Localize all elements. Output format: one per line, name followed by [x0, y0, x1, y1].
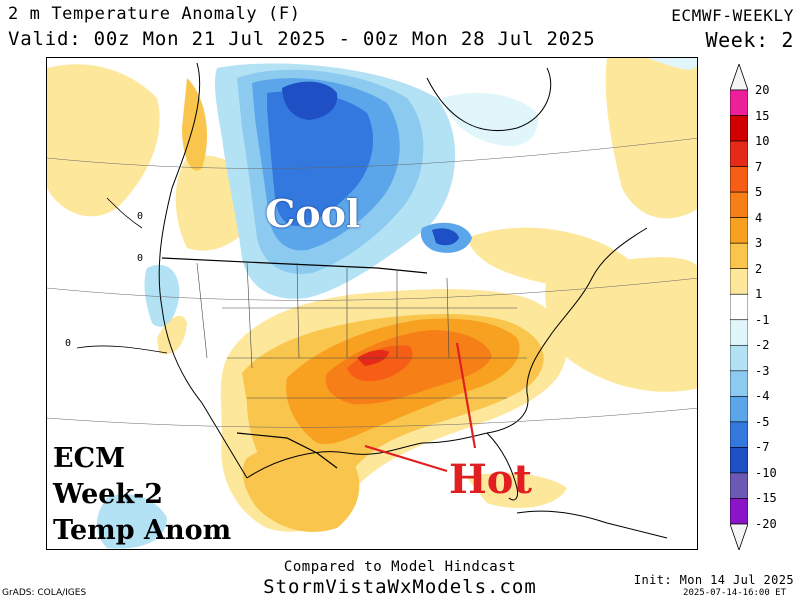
- cool-annotation: Cool: [265, 191, 361, 236]
- colorbar-segment: [730, 319, 748, 346]
- colorbar-label: -2: [755, 338, 770, 353]
- zero-contours: [76, 197, 168, 354]
- contour-label: 0: [137, 211, 144, 222]
- colorbar-segment: [730, 447, 748, 474]
- colorbar-segment: [730, 217, 748, 244]
- hot-arrows: [364, 342, 477, 473]
- colorbar-label: 4: [755, 210, 763, 225]
- colorbar-segment: [730, 268, 748, 295]
- map-title: 2 m Temperature Anomaly (F): [8, 4, 301, 24]
- colorbar-label: 1: [755, 287, 763, 302]
- colorbar-label: -5: [755, 414, 770, 429]
- anomaly-map: 0 0 0 Cool Hot ECM Week-2 Temp Anom: [46, 57, 698, 550]
- colorbar-label: 10: [755, 134, 770, 149]
- colorbar-label: -7: [755, 440, 770, 455]
- timestamp: 2025-07-14-16:00 ET: [683, 588, 786, 598]
- temp-anom-label: Temp Anom: [53, 515, 232, 546]
- colorbar: [730, 64, 748, 550]
- colorbar-segment: [730, 242, 748, 270]
- grads-credit: GrADS: COLA/IGES: [2, 588, 87, 598]
- cool-anomaly-areas: [96, 58, 697, 549]
- map-canvas: [47, 58, 697, 549]
- colorbar-segment: [730, 293, 748, 321]
- init-time: Init: Mon 14 Jul 2025: [633, 573, 794, 587]
- contour-label: 0: [137, 253, 144, 264]
- colorbar-label: 7: [755, 159, 763, 174]
- colorbar-segment: [730, 115, 748, 142]
- contour-label: 0: [65, 338, 72, 349]
- colorbar-bottom-cap: [730, 523, 748, 550]
- colorbar-label: 20: [755, 83, 770, 97]
- colorbar-segment: [730, 498, 748, 525]
- colorbar-segment: [730, 370, 748, 397]
- colorbar-label: -15: [755, 491, 777, 506]
- model-name: ECMWF-WEEKLY: [671, 6, 794, 25]
- colorbar-label: -1: [755, 312, 770, 327]
- hot-annotation: Hot: [449, 456, 532, 503]
- colorbar-label: 2: [755, 261, 763, 276]
- map-boundaries: [47, 62, 697, 539]
- colorbar-label: 3: [755, 236, 763, 251]
- colorbar-segment: [730, 89, 748, 116]
- week-label: Week: 2: [705, 28, 794, 52]
- colorbar-segment: [730, 472, 748, 499]
- colorbar-segment: [730, 166, 748, 193]
- compared-note: Compared to Model Hindcast: [283, 559, 517, 575]
- valid-period: Valid: 00z Mon 21 Jul 2025 - 00z Mon 28 …: [8, 28, 596, 50]
- colorbar-label: -4: [755, 389, 770, 404]
- warm-anomaly-areas: [47, 58, 697, 532]
- colorbar-label: -3: [755, 363, 770, 378]
- colorbar-label: -20: [755, 517, 777, 531]
- colorbar-label: 15: [755, 108, 770, 123]
- ecm-label: ECM: [53, 443, 125, 474]
- colorbar-segment: [730, 140, 748, 167]
- colorbar-label: -10: [755, 465, 777, 480]
- colorbar-segment: [730, 191, 748, 218]
- colorbar-segment: [730, 421, 748, 448]
- colorbar-top-cap: [730, 64, 748, 91]
- colorbar-label: 5: [755, 185, 763, 200]
- colorbar-segment: [730, 396, 748, 423]
- site-url: StormVistaWxModels.com: [263, 576, 537, 598]
- week2-label: Week-2: [53, 479, 164, 510]
- colorbar-segment: [730, 344, 748, 372]
